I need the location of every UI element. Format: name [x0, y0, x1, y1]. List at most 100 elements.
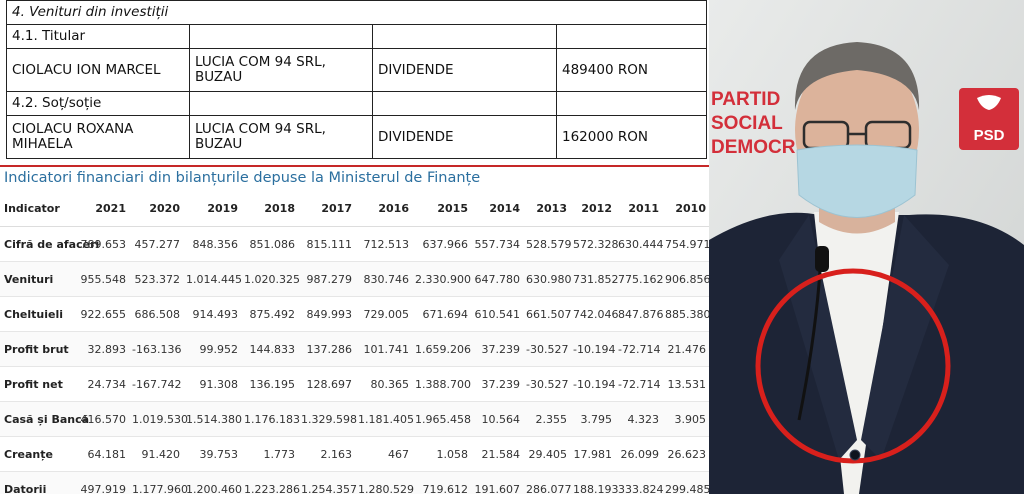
- indicator-value: 2.330.900: [412, 261, 471, 297]
- indicator-value: 572.328: [570, 226, 619, 262]
- column-header-year: 2017: [298, 190, 355, 227]
- psd-logo: PSD: [959, 88, 1019, 150]
- indicator-value: 742.046: [570, 296, 619, 332]
- indicator-value: 647.780: [471, 261, 523, 297]
- income-amount: 162000 RON: [556, 115, 707, 159]
- indicator-value: 10.564: [471, 401, 523, 437]
- indicator-value: -10.194: [570, 331, 615, 367]
- indicator-value: 91.308: [183, 366, 241, 402]
- shirt: [814, 212, 899, 494]
- press-photo: PARTID SOCIAL DEMOCR PSD: [709, 0, 1024, 494]
- column-header-year: 2013: [523, 190, 570, 227]
- face-mask: [796, 144, 918, 218]
- indicator-value: 136.195: [241, 366, 298, 402]
- financial-indicators-table: Indicator 2021 2020 2019 2018 2017 2016 2015 201…: [0, 190, 709, 494]
- indicator-value: 37.239: [471, 366, 523, 402]
- lapel-right: [861, 215, 949, 460]
- indicator-value: 1.223.286: [241, 471, 300, 494]
- indicator-value: 1.014.445: [183, 261, 242, 297]
- indicator-value: -72.714: [615, 331, 662, 367]
- financials-title: Indicatori financiari din bilanțurile de…: [4, 170, 481, 186]
- group-label: 4.1. Titular: [6, 24, 190, 49]
- indicator-value: -30.527: [523, 366, 570, 402]
- indicator-value: 885.380: [662, 296, 709, 332]
- indicator-value: 416.570: [77, 401, 129, 437]
- indicator-value: 1.329.598: [298, 401, 357, 437]
- table-row: Profit brut 32.893 -163.136 99.952 144.833 13…: [0, 331, 709, 367]
- indicator-value: 21.476: [662, 331, 709, 367]
- indicator-value: 299.485: [662, 471, 709, 494]
- indicator-value: 955.548: [77, 261, 129, 297]
- indicator-value: -163.136: [129, 331, 183, 367]
- beneficiary-name: CIOLACU ROXANA MIHAELA: [6, 115, 190, 159]
- indicator-value: 188.193: [570, 471, 619, 494]
- indicator-value: 775.162: [615, 261, 664, 297]
- column-header-year: 2010: [662, 190, 709, 227]
- indicator-value: -10.194: [570, 366, 615, 402]
- indicator-value: 26.623: [662, 436, 709, 472]
- table-row: Datorii 497.919 1.177.960 1.200.460 1.223.28…: [0, 471, 709, 494]
- indicator-value: -72.714: [615, 366, 662, 402]
- indicator-value: 637.966: [412, 226, 471, 262]
- column-header-year: 2014: [471, 190, 523, 227]
- indicator-value: 24.734: [77, 366, 129, 402]
- income-type: DIVIDENDE: [372, 115, 557, 159]
- indicator-value: 191.607: [471, 471, 523, 494]
- indicator-value: 29.405: [523, 436, 570, 472]
- indicator-value: 1.388.700: [412, 366, 471, 402]
- indicator-value: 922.655: [77, 296, 129, 332]
- indicator-value: 851.086: [241, 226, 298, 262]
- indicator-value: 286.077: [523, 471, 572, 494]
- indicator-value: 1.965.458: [412, 401, 471, 437]
- indicator-value: 2.163: [298, 436, 355, 472]
- indicator-value: 914.493: [183, 296, 241, 332]
- indicator-value: 731.852: [570, 261, 619, 297]
- jacket-button: [849, 449, 861, 461]
- indicator-value: 729.005: [355, 296, 412, 332]
- income-source: LUCIA COM 94 SRL, BUZAU: [189, 48, 373, 92]
- indicator-value: 91.420: [129, 436, 183, 472]
- column-header-year: 2015: [412, 190, 471, 227]
- indicator-value: 830.746: [355, 261, 412, 297]
- indicator-value: 1.058: [412, 436, 471, 472]
- table-row: Creanțe 64.181 91.420 39.753 1.773 2.163 467 1.…: [0, 436, 709, 472]
- indicator-value: 610.541: [471, 296, 523, 332]
- indicator-value: -30.527: [523, 331, 570, 367]
- backdrop-line-1: PARTID: [711, 89, 780, 110]
- indicator-name: Creanțe: [0, 436, 77, 472]
- indicator-value: 712.513: [355, 226, 412, 262]
- table-row: Venituri 955.548 523.372 1.014.445 1.020.325…: [0, 261, 709, 297]
- indicator-value: 37.239: [471, 331, 523, 367]
- group-label: 4.2. Soț/soție: [6, 91, 190, 116]
- income-source: LUCIA COM 94 SRL, BUZAU: [189, 115, 373, 159]
- indicator-name: Profit brut: [0, 331, 77, 367]
- column-header-year: 2012: [570, 190, 615, 227]
- indicator-value: 497.919: [77, 471, 129, 494]
- indicator-value: 906.856: [662, 261, 709, 297]
- column-header-year: 2020: [129, 190, 183, 227]
- indicator-value: 686.508: [129, 296, 183, 332]
- indicator-value: 32.893: [77, 331, 129, 367]
- indicator-value: 144.833: [241, 331, 298, 367]
- indicator-value: 630.980: [523, 261, 572, 297]
- backdrop-line-2: SOCIAL: [711, 113, 783, 134]
- investment-income-table: 4. Venituri din investiții 4.1. Titular …: [6, 0, 707, 159]
- indicator-value: 13.531: [662, 366, 709, 402]
- indicator-value: 101.741: [355, 331, 412, 367]
- highlight-circle: [755, 268, 951, 464]
- indicator-name: Profit net: [0, 366, 77, 402]
- indicator-name: Casă și Bancă: [0, 401, 89, 437]
- indicator-value: 1.200.460: [183, 471, 242, 494]
- indicator-value: 847.876: [615, 296, 664, 332]
- beneficiary-name: CIOLACU ION MARCEL: [6, 48, 190, 92]
- indicator-value: -167.742: [129, 366, 183, 402]
- table-header-row: Indicator 2021 2020 2019 2018 2017 2016 2015 201…: [0, 190, 709, 227]
- indicator-value: 719.612: [412, 471, 471, 494]
- indicator-value: 875.492: [241, 296, 298, 332]
- column-header-year: 2011: [615, 190, 662, 227]
- indicator-value: 1.514.380: [183, 401, 242, 437]
- table-row: Cheltuieli 922.655 686.508 914.493 875.492 84…: [0, 296, 709, 332]
- indicator-value: 1.176.183: [241, 401, 300, 437]
- indicator-name: Cifră de afaceri: [0, 226, 99, 262]
- indicator-value: 467: [355, 436, 412, 472]
